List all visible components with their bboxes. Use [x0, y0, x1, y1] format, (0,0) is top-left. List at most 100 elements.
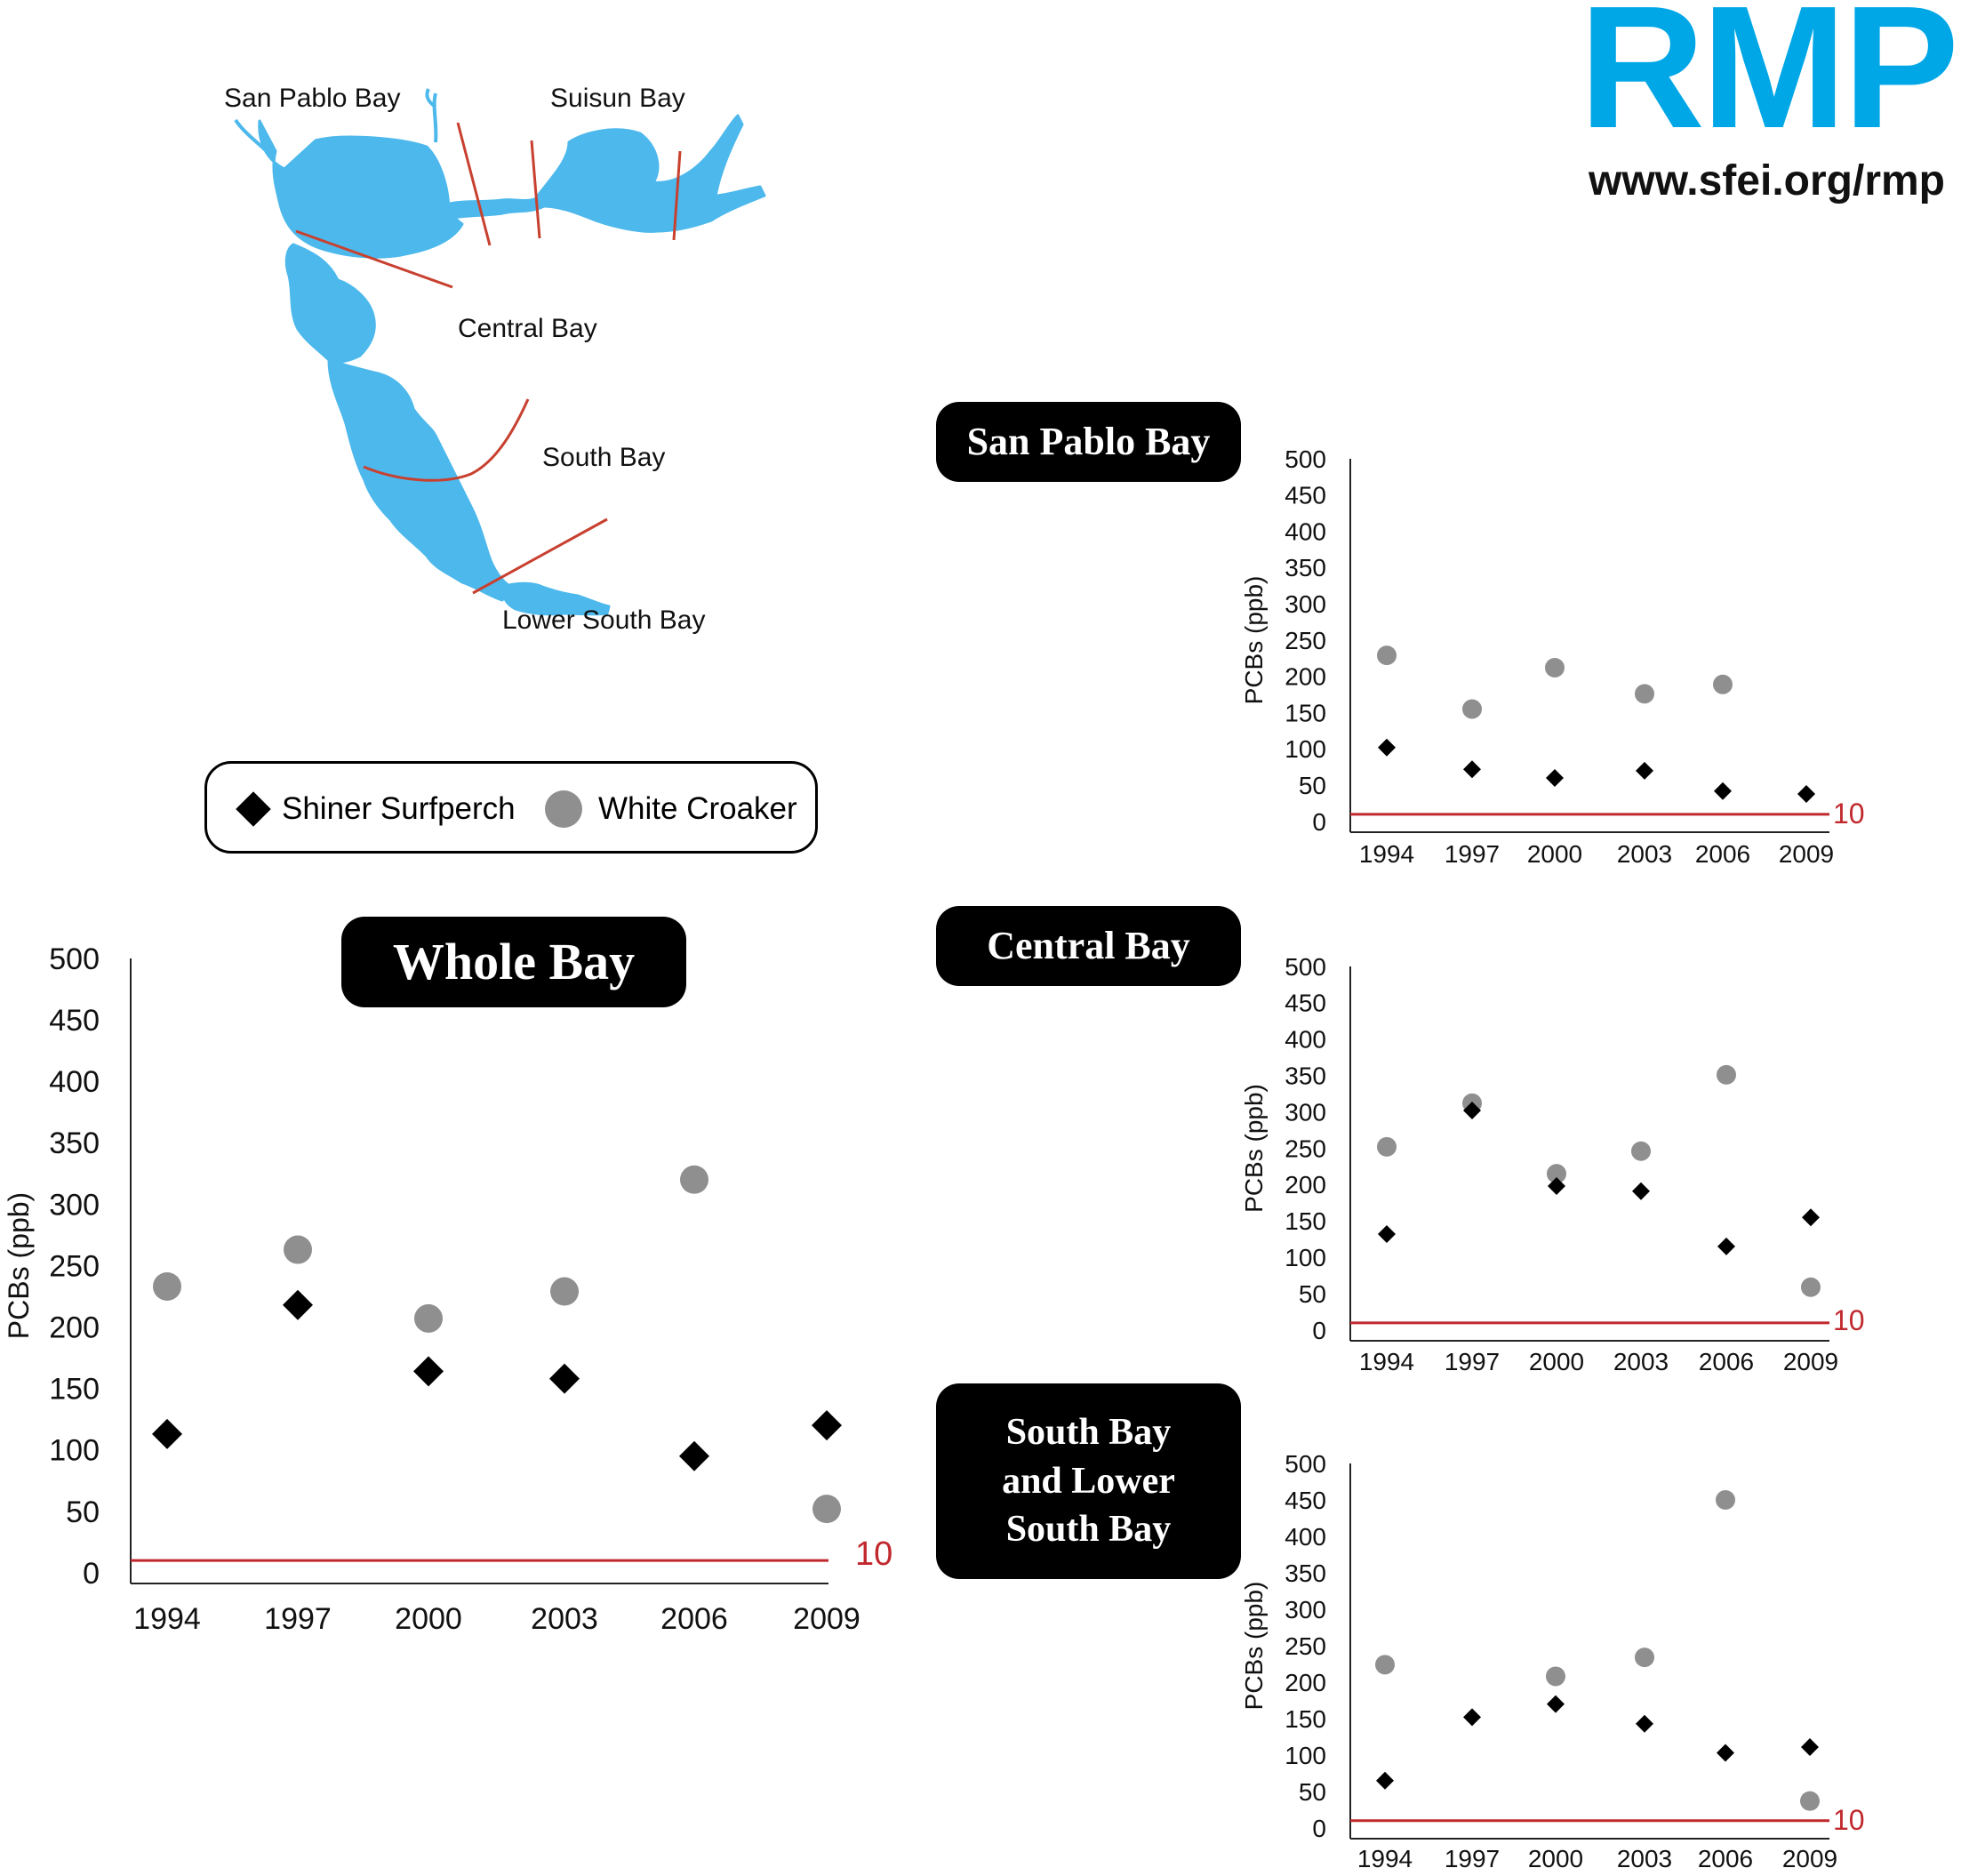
y-tick-label: 0: [1312, 1317, 1326, 1344]
san-pablo-bay-water: [258, 119, 464, 259]
x-tick-label: 1997: [1445, 840, 1500, 868]
white-croaker-point: [1377, 645, 1397, 666]
y-tick-label: 500: [1285, 1450, 1326, 1478]
threshold-label: 10: [1833, 798, 1865, 830]
x-tick-label: 1997: [264, 1602, 332, 1636]
circle-marker-icon: [545, 790, 582, 828]
shiner-surfperch-point: [1797, 784, 1815, 803]
rmp-logo-url[interactable]: www.sfei.org/rmp: [1589, 157, 1945, 204]
y-tick-label: 50: [66, 1495, 100, 1529]
chart-san-pablo-bay: 0 50 100 150 200 250 300 350 400 450 500 1994 1997 20…: [1240, 445, 1865, 868]
x-tick-label: 2009: [793, 1602, 860, 1636]
rmp-logo[interactable]: RMP www.sfei.org/rmp: [1565, 0, 1961, 213]
bay-map-drawing: [234, 88, 766, 616]
shiner-surfperch-point: [1376, 1771, 1394, 1790]
y-tick-label: 500: [49, 942, 100, 976]
y-tick-label: 400: [1285, 1523, 1326, 1551]
white-croaker-point: [284, 1235, 312, 1264]
divider-san-pablo-central: [295, 229, 453, 289]
petaluma-river-water: [234, 118, 273, 157]
white-croaker-point: [1635, 684, 1654, 704]
white-croaker-point: [1716, 1490, 1735, 1510]
shiner-surfperch-point: [1717, 1744, 1734, 1762]
shiner-surfperch-point: [1636, 1714, 1653, 1733]
threshold-label: 10: [855, 1535, 892, 1573]
shiner-surfperch-point: [1548, 1177, 1565, 1196]
central-bay-water: [284, 243, 376, 364]
y-axis-label: PCBs (ppb): [1240, 1084, 1268, 1213]
white-croaker-point: [1717, 1064, 1736, 1085]
x-tick-label: 1994: [1357, 1845, 1413, 1872]
white-croaker-point: [1375, 1655, 1395, 1675]
threshold-label: 10: [1833, 1804, 1865, 1836]
white-croaker-point: [414, 1303, 443, 1333]
y-tick-label: 350: [1285, 1559, 1326, 1587]
x-tick-label: 2009: [1782, 1845, 1837, 1872]
map-label-suisun-bay: Suisun Bay: [550, 84, 685, 113]
white-croaker-point: [1635, 1648, 1654, 1668]
y-tick-label: 350: [1285, 1062, 1326, 1090]
white-croaker-point: [1801, 1277, 1821, 1297]
y-tick-label: 150: [1285, 1705, 1326, 1733]
white-croaker-point: [680, 1165, 708, 1194]
y-tick-label: 150: [1285, 1207, 1326, 1235]
shiner-surfperch-point: [1463, 1101, 1481, 1119]
title-south-bay: South Bay and Lower South Bay: [936, 1383, 1241, 1579]
y-tick-label: 250: [1285, 1632, 1326, 1660]
white-croaker-point: [1546, 1666, 1565, 1687]
rmp-logo-wordmark: RMP: [1579, 0, 1959, 164]
white-croaker-point: [550, 1277, 579, 1306]
shiner-surfperch-point: [1378, 1225, 1396, 1244]
legend-item-shiner-surfperch: Shiner Surfperch: [234, 787, 516, 831]
x-tick-label: 2009: [1783, 1348, 1838, 1375]
title-south-bay-line-3: South Bay: [1005, 1509, 1172, 1551]
y-tick-label: 0: [1312, 808, 1326, 836]
map-label-lower-south-bay: Lower South Bay: [502, 605, 706, 635]
title-south-bay-line-2: and Lower: [1002, 1460, 1175, 1502]
map-label-south-bay: South Bay: [542, 443, 666, 472]
y-axis-label: PCBs (ppb): [1240, 576, 1268, 705]
shiner-surfperch-point: [549, 1363, 580, 1394]
y-tick-label: 350: [49, 1126, 100, 1160]
y-tick-label: 0: [1312, 1815, 1326, 1842]
map-label-san-pablo-bay: San Pablo Bay: [224, 84, 401, 113]
x-tick-label: 2000: [1527, 840, 1582, 868]
shiner-surfperch-point: [1801, 1737, 1819, 1756]
shiner-surfperch-point: [1717, 1237, 1735, 1255]
y-tick-label: 100: [1285, 735, 1326, 763]
shiner-surfperch-point: [1378, 738, 1396, 757]
white-croaker-point: [812, 1495, 841, 1524]
y-tick-label: 450: [49, 1004, 100, 1038]
x-tick-label: 1997: [1445, 1348, 1500, 1375]
title-whole-bay: Whole Bay: [341, 917, 686, 1007]
x-tick-label: 1994: [1359, 1348, 1414, 1375]
y-tick-label: 250: [49, 1249, 100, 1283]
y-tick-label: 100: [1285, 1244, 1326, 1271]
lower-south-bay-water: [500, 581, 611, 616]
y-tick-label: 300: [1285, 1596, 1326, 1623]
y-tick-label: 150: [49, 1373, 100, 1407]
title-central-bay: Central Bay: [936, 906, 1241, 986]
divider-san-pablo-suisun-west: [456, 122, 492, 246]
shiner-surfperch-point: [413, 1356, 444, 1387]
y-tick-label: 400: [49, 1065, 100, 1099]
x-tick-label: 2003: [1617, 840, 1672, 868]
y-axis-label: PCBs (ppb): [1240, 1582, 1268, 1711]
x-tick-label: 1994: [133, 1602, 201, 1636]
x-tick-label: 2003: [531, 1602, 598, 1636]
x-tick-label: 2000: [1529, 1348, 1584, 1375]
title-san-pablo-bay: San Pablo Bay: [936, 402, 1241, 482]
bay-map: San Pablo Bay Suisun Bay Central Bay Sou…: [196, 71, 871, 658]
y-tick-label: 500: [1285, 953, 1326, 981]
x-tick-label: 2003: [1613, 1348, 1669, 1375]
x-tick-label: 2000: [395, 1602, 462, 1636]
y-tick-label: 150: [1285, 699, 1326, 726]
y-tick-label: 50: [1299, 772, 1326, 799]
white-croaker-point: [1800, 1791, 1820, 1811]
legend: Shiner Surfperch White Croaker: [204, 761, 818, 854]
x-tick-label: 1994: [1359, 840, 1414, 868]
x-tick-label: 2009: [1779, 840, 1834, 868]
y-tick-label: 400: [1285, 1026, 1326, 1054]
x-tick-label: 2006: [1695, 840, 1750, 868]
white-croaker-point: [153, 1271, 181, 1301]
